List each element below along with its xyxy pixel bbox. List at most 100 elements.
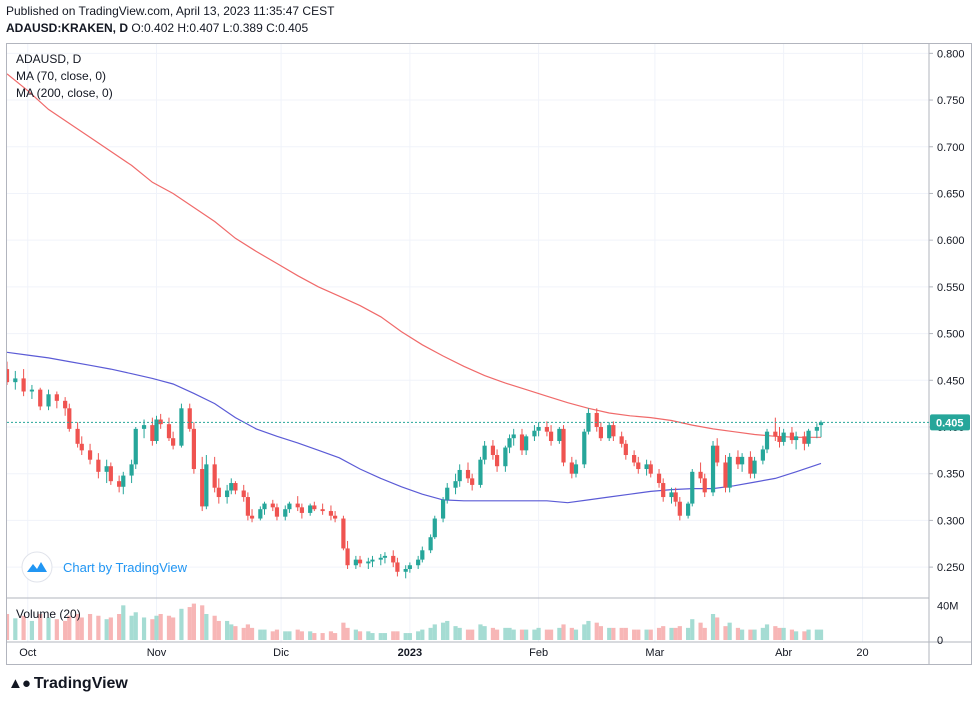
time-tick-label: Mar — [645, 647, 664, 659]
volume-bar — [619, 627, 624, 640]
volume-bar — [129, 615, 134, 640]
time-tick-label: 2023 — [398, 647, 422, 659]
time-tick-label: Feb — [529, 647, 548, 659]
volume-bar — [233, 626, 238, 640]
watermark-text[interactable]: Chart by TradingView — [63, 560, 188, 575]
volume-bar — [773, 626, 778, 640]
price-chart[interactable]: 0.2500.3000.3500.4000.4500.5000.5500.600… — [7, 44, 971, 664]
volume-bar — [710, 614, 716, 640]
candle-body — [416, 559, 421, 566]
candle — [38, 387, 43, 411]
volume-bar — [67, 615, 72, 640]
candle — [341, 515, 346, 551]
volume-bar — [191, 603, 196, 640]
candle-body — [345, 548, 350, 566]
candle — [370, 555, 375, 568]
footer-brand[interactable]: ▲● TradingView — [8, 675, 128, 693]
candle-body — [623, 443, 628, 456]
volume-bar — [748, 629, 753, 640]
volume-bar — [789, 629, 795, 640]
candle — [13, 370, 18, 390]
price-tick-label: 0.700 — [937, 142, 965, 154]
volume-bar — [511, 629, 516, 640]
volume-bar — [270, 631, 275, 640]
candle — [96, 453, 101, 479]
candle-body — [332, 515, 338, 519]
candle — [7, 361, 10, 385]
candle-body — [690, 471, 695, 504]
candle — [46, 389, 51, 411]
candle — [416, 555, 421, 569]
candle-body — [793, 436, 799, 441]
volume-bar — [108, 617, 113, 640]
volume-bar — [673, 627, 678, 640]
volume-bar — [299, 631, 304, 640]
candle-body — [96, 459, 101, 472]
volume-bar — [470, 629, 475, 640]
candle — [806, 428, 811, 447]
volume-bar — [636, 629, 641, 640]
candle-body — [216, 487, 221, 498]
watermark[interactable]: Chart by TradingView — [21, 551, 188, 583]
candle — [121, 471, 126, 495]
candle — [117, 475, 122, 493]
volume-bar — [428, 627, 433, 640]
volume-bar — [494, 629, 500, 640]
volume-bar — [686, 627, 691, 640]
price-tick-label: 0.450 — [937, 375, 965, 387]
candle — [166, 417, 172, 442]
candle — [154, 415, 159, 444]
candle — [332, 511, 338, 523]
candle — [507, 434, 512, 454]
candle-body — [428, 537, 433, 551]
volume-bar — [453, 626, 458, 640]
volume-bar — [117, 614, 122, 640]
candle — [470, 473, 475, 491]
candle-body — [200, 469, 205, 507]
volume-legend[interactable]: Volume (20) — [16, 607, 81, 621]
candle — [661, 478, 666, 502]
volume-bar — [258, 629, 263, 640]
candle — [569, 456, 574, 479]
volume-bar — [644, 629, 649, 640]
volume-bar — [632, 629, 637, 640]
price-tick-label: 0.600 — [937, 235, 965, 247]
volume-bar — [532, 629, 537, 640]
candle — [611, 421, 616, 442]
legend-ma70[interactable]: MA (70, close, 0) — [16, 69, 106, 83]
candle — [561, 425, 566, 467]
legend-ma200[interactable]: MA (200, close, 0) — [16, 86, 113, 100]
candle — [212, 456, 217, 493]
volume-bar — [63, 620, 68, 640]
ma-70-line — [7, 351, 822, 504]
candle-body — [54, 394, 59, 401]
volume-bar — [573, 629, 579, 640]
volume-bar — [332, 633, 338, 640]
candle-body — [465, 469, 471, 479]
candle-body — [656, 473, 662, 484]
candle — [79, 436, 84, 456]
volume-bar — [320, 633, 325, 640]
volume-bar — [740, 629, 745, 640]
candle — [87, 443, 93, 465]
volume-bar — [648, 629, 653, 640]
ma-200-layer — [7, 73, 821, 438]
candle-body — [407, 565, 412, 569]
candle — [353, 555, 358, 569]
candle — [648, 460, 653, 478]
volume-bar — [46, 617, 51, 640]
volume-bar — [312, 633, 317, 640]
candle — [229, 478, 234, 495]
ma-70-layer — [7, 351, 822, 504]
candle-body — [166, 424, 172, 439]
candle-body — [503, 447, 508, 467]
volume-bar — [440, 622, 446, 640]
candle — [241, 484, 246, 502]
candle-body — [781, 432, 786, 442]
volume-bar — [690, 619, 695, 640]
candle-body — [814, 426, 819, 431]
volume-bar — [777, 627, 782, 640]
candle-body — [470, 478, 475, 485]
volume-bar — [723, 626, 728, 640]
candle-body — [262, 503, 267, 510]
